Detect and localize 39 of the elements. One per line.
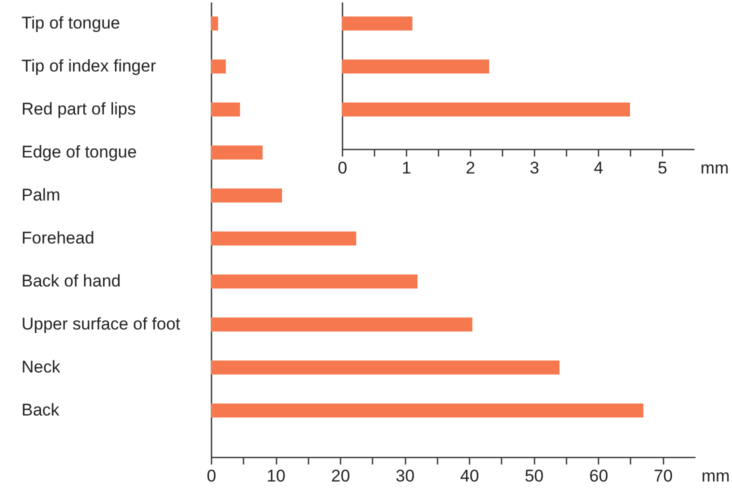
bar (342, 102, 630, 116)
bar (211, 404, 644, 418)
bar (211, 274, 418, 288)
x-tick-label: 2 (466, 158, 476, 178)
x-tick-label: 3 (530, 158, 540, 178)
x-tick-label: 20 (331, 466, 350, 486)
x-tick-label: 40 (460, 466, 480, 486)
bar (342, 60, 490, 74)
bar (211, 188, 282, 202)
y-tick-label: Palm (22, 186, 60, 204)
bar (211, 102, 240, 116)
bar (211, 16, 218, 30)
y-tick-label: Back of hand (22, 272, 121, 290)
x-axis-title: mm (700, 158, 729, 178)
bar (211, 232, 356, 246)
y-tick-label: Tip of tongue (22, 14, 120, 32)
bar (211, 146, 263, 160)
x-tick-label: 10 (266, 466, 286, 486)
x-tick-label: 0 (338, 158, 348, 178)
x-tick-label: 60 (589, 466, 608, 486)
bar (211, 360, 560, 374)
x-tick-label: 50 (524, 466, 544, 486)
bar (211, 318, 472, 332)
x-tick-label: 4 (594, 158, 604, 178)
y-tick-label: Red part of lips (22, 100, 136, 118)
x-tick-label: 70 (654, 466, 673, 486)
x-tick-label: 30 (396, 466, 415, 486)
y-tick-label: Back (22, 400, 60, 420)
bar (342, 16, 412, 30)
x-axis-title: mm (702, 466, 730, 486)
y-tick-label: Neck (22, 358, 61, 376)
bar (211, 60, 226, 74)
y-tick-label: Edge of tongue (22, 142, 137, 162)
y-tick-label: Tip of index finger (22, 56, 156, 76)
y-tick-label: Upper surface of foot (22, 314, 181, 334)
x-tick-label: 1 (402, 158, 412, 178)
x-tick-label: 5 (658, 158, 668, 178)
x-tick-label: 0 (206, 466, 216, 486)
y-tick-label: Forehead (22, 228, 94, 248)
